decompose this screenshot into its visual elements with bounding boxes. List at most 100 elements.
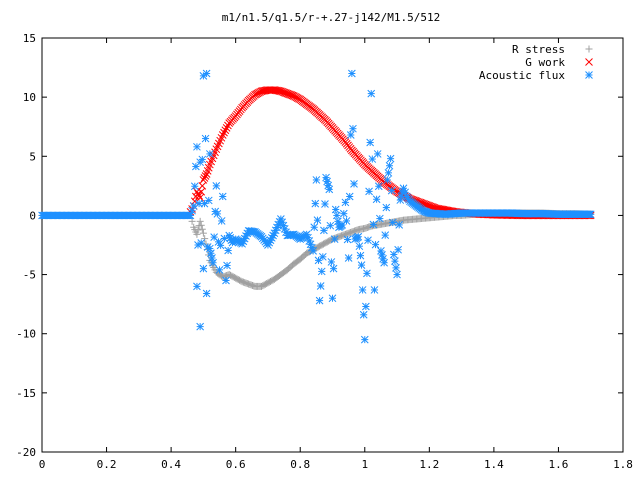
data-point [326, 221, 335, 230]
data-point [345, 192, 354, 201]
x-tick-label: 0.8 [290, 458, 310, 471]
data-point [355, 242, 364, 251]
data-point [212, 182, 221, 190]
data-point [350, 180, 358, 188]
y-tick-label: -5 [23, 269, 36, 282]
data-point [320, 226, 328, 235]
data-point [354, 232, 363, 241]
data-point [195, 191, 203, 200]
data-point [364, 236, 372, 245]
data-point [216, 241, 225, 250]
data-point [366, 138, 375, 147]
data-point [221, 126, 230, 135]
y-tick-label: -10 [16, 328, 36, 341]
data-point [375, 214, 384, 223]
data-point [370, 286, 379, 294]
data-point [371, 240, 380, 249]
data-point [201, 134, 210, 143]
data-point [202, 69, 211, 78]
data-point [193, 142, 201, 151]
data-point [346, 131, 355, 139]
y-tick-label: -15 [16, 387, 36, 400]
data-point [213, 209, 222, 218]
data-point [313, 216, 322, 225]
data-point [215, 265, 224, 274]
data-point [382, 203, 391, 212]
data-point [207, 249, 215, 258]
plot-frame [41, 37, 624, 453]
data-point [372, 195, 381, 204]
x-tick-label: 0.4 [161, 458, 181, 471]
x-tick-label: 1.8 [613, 458, 633, 471]
data-point [311, 199, 320, 208]
data-point [383, 176, 392, 184]
y-tick-label: 5 [29, 150, 36, 163]
data-point [217, 217, 226, 225]
data-point [356, 251, 365, 260]
data-point [274, 220, 283, 229]
data-point [330, 235, 339, 243]
legend-marker [585, 45, 593, 53]
data-point [358, 286, 367, 294]
data-point [341, 198, 350, 207]
data-point [223, 261, 231, 270]
data-point [373, 150, 382, 158]
data-point [367, 89, 376, 98]
data-point [218, 192, 227, 201]
data-point [325, 185, 334, 194]
data-point [310, 223, 319, 232]
data-point [197, 221, 205, 229]
data-point [202, 240, 210, 248]
data-point [201, 235, 209, 243]
data-point [224, 121, 232, 130]
data-point [200, 174, 209, 182]
data-point [369, 220, 378, 229]
data-point [363, 269, 371, 278]
data-point [331, 205, 340, 214]
y-tick-label: -20 [16, 446, 36, 459]
data-point [199, 176, 208, 184]
data-point [288, 91, 297, 100]
data-point [218, 131, 227, 139]
data-point [188, 206, 196, 215]
data-point [385, 161, 394, 170]
data-point [392, 264, 400, 272]
data-point [360, 335, 369, 344]
x-tick-label: 1 [361, 458, 368, 471]
data-point [201, 172, 210, 180]
data-point [393, 270, 401, 279]
data-point [200, 199, 209, 208]
data-point [273, 223, 281, 232]
data-point [222, 276, 230, 285]
data-point [186, 211, 195, 220]
data-point [387, 186, 396, 195]
x-tick-label: 1.2 [419, 458, 439, 471]
data-point [196, 217, 204, 225]
y-tick-label: 0 [29, 209, 36, 222]
data-point [309, 247, 317, 255]
x-tick-label: 0.6 [226, 458, 246, 471]
y-tick-label: 15 [23, 32, 36, 45]
data-point [314, 256, 323, 265]
data-point [343, 235, 352, 244]
x-tick-label: 0 [39, 458, 46, 471]
data-point [193, 230, 201, 238]
legend-label: Acoustic flux [479, 69, 565, 82]
data-point [193, 282, 201, 291]
data-point [362, 302, 370, 311]
data-point [224, 246, 232, 255]
data-point [380, 258, 388, 267]
data-point [586, 210, 595, 219]
data-point [388, 218, 397, 227]
chart-title: m1/n1.5/q1.5/r-+.27-j142/M1.5/512 [222, 11, 441, 24]
axes: 0 0.2 0.4 0.6 0.8 1 1.2 1.4 1.6 1.8 -20 -15 -10 -5 0 5 1… [16, 32, 633, 471]
data-point [329, 264, 338, 273]
data-point [381, 231, 390, 239]
legend-label: G work [525, 56, 565, 69]
data-point [199, 229, 207, 237]
series-acoustic-flux [38, 69, 595, 344]
data-point [395, 221, 404, 229]
data-point [196, 322, 205, 331]
data-point [315, 296, 324, 305]
data-point [339, 209, 348, 218]
